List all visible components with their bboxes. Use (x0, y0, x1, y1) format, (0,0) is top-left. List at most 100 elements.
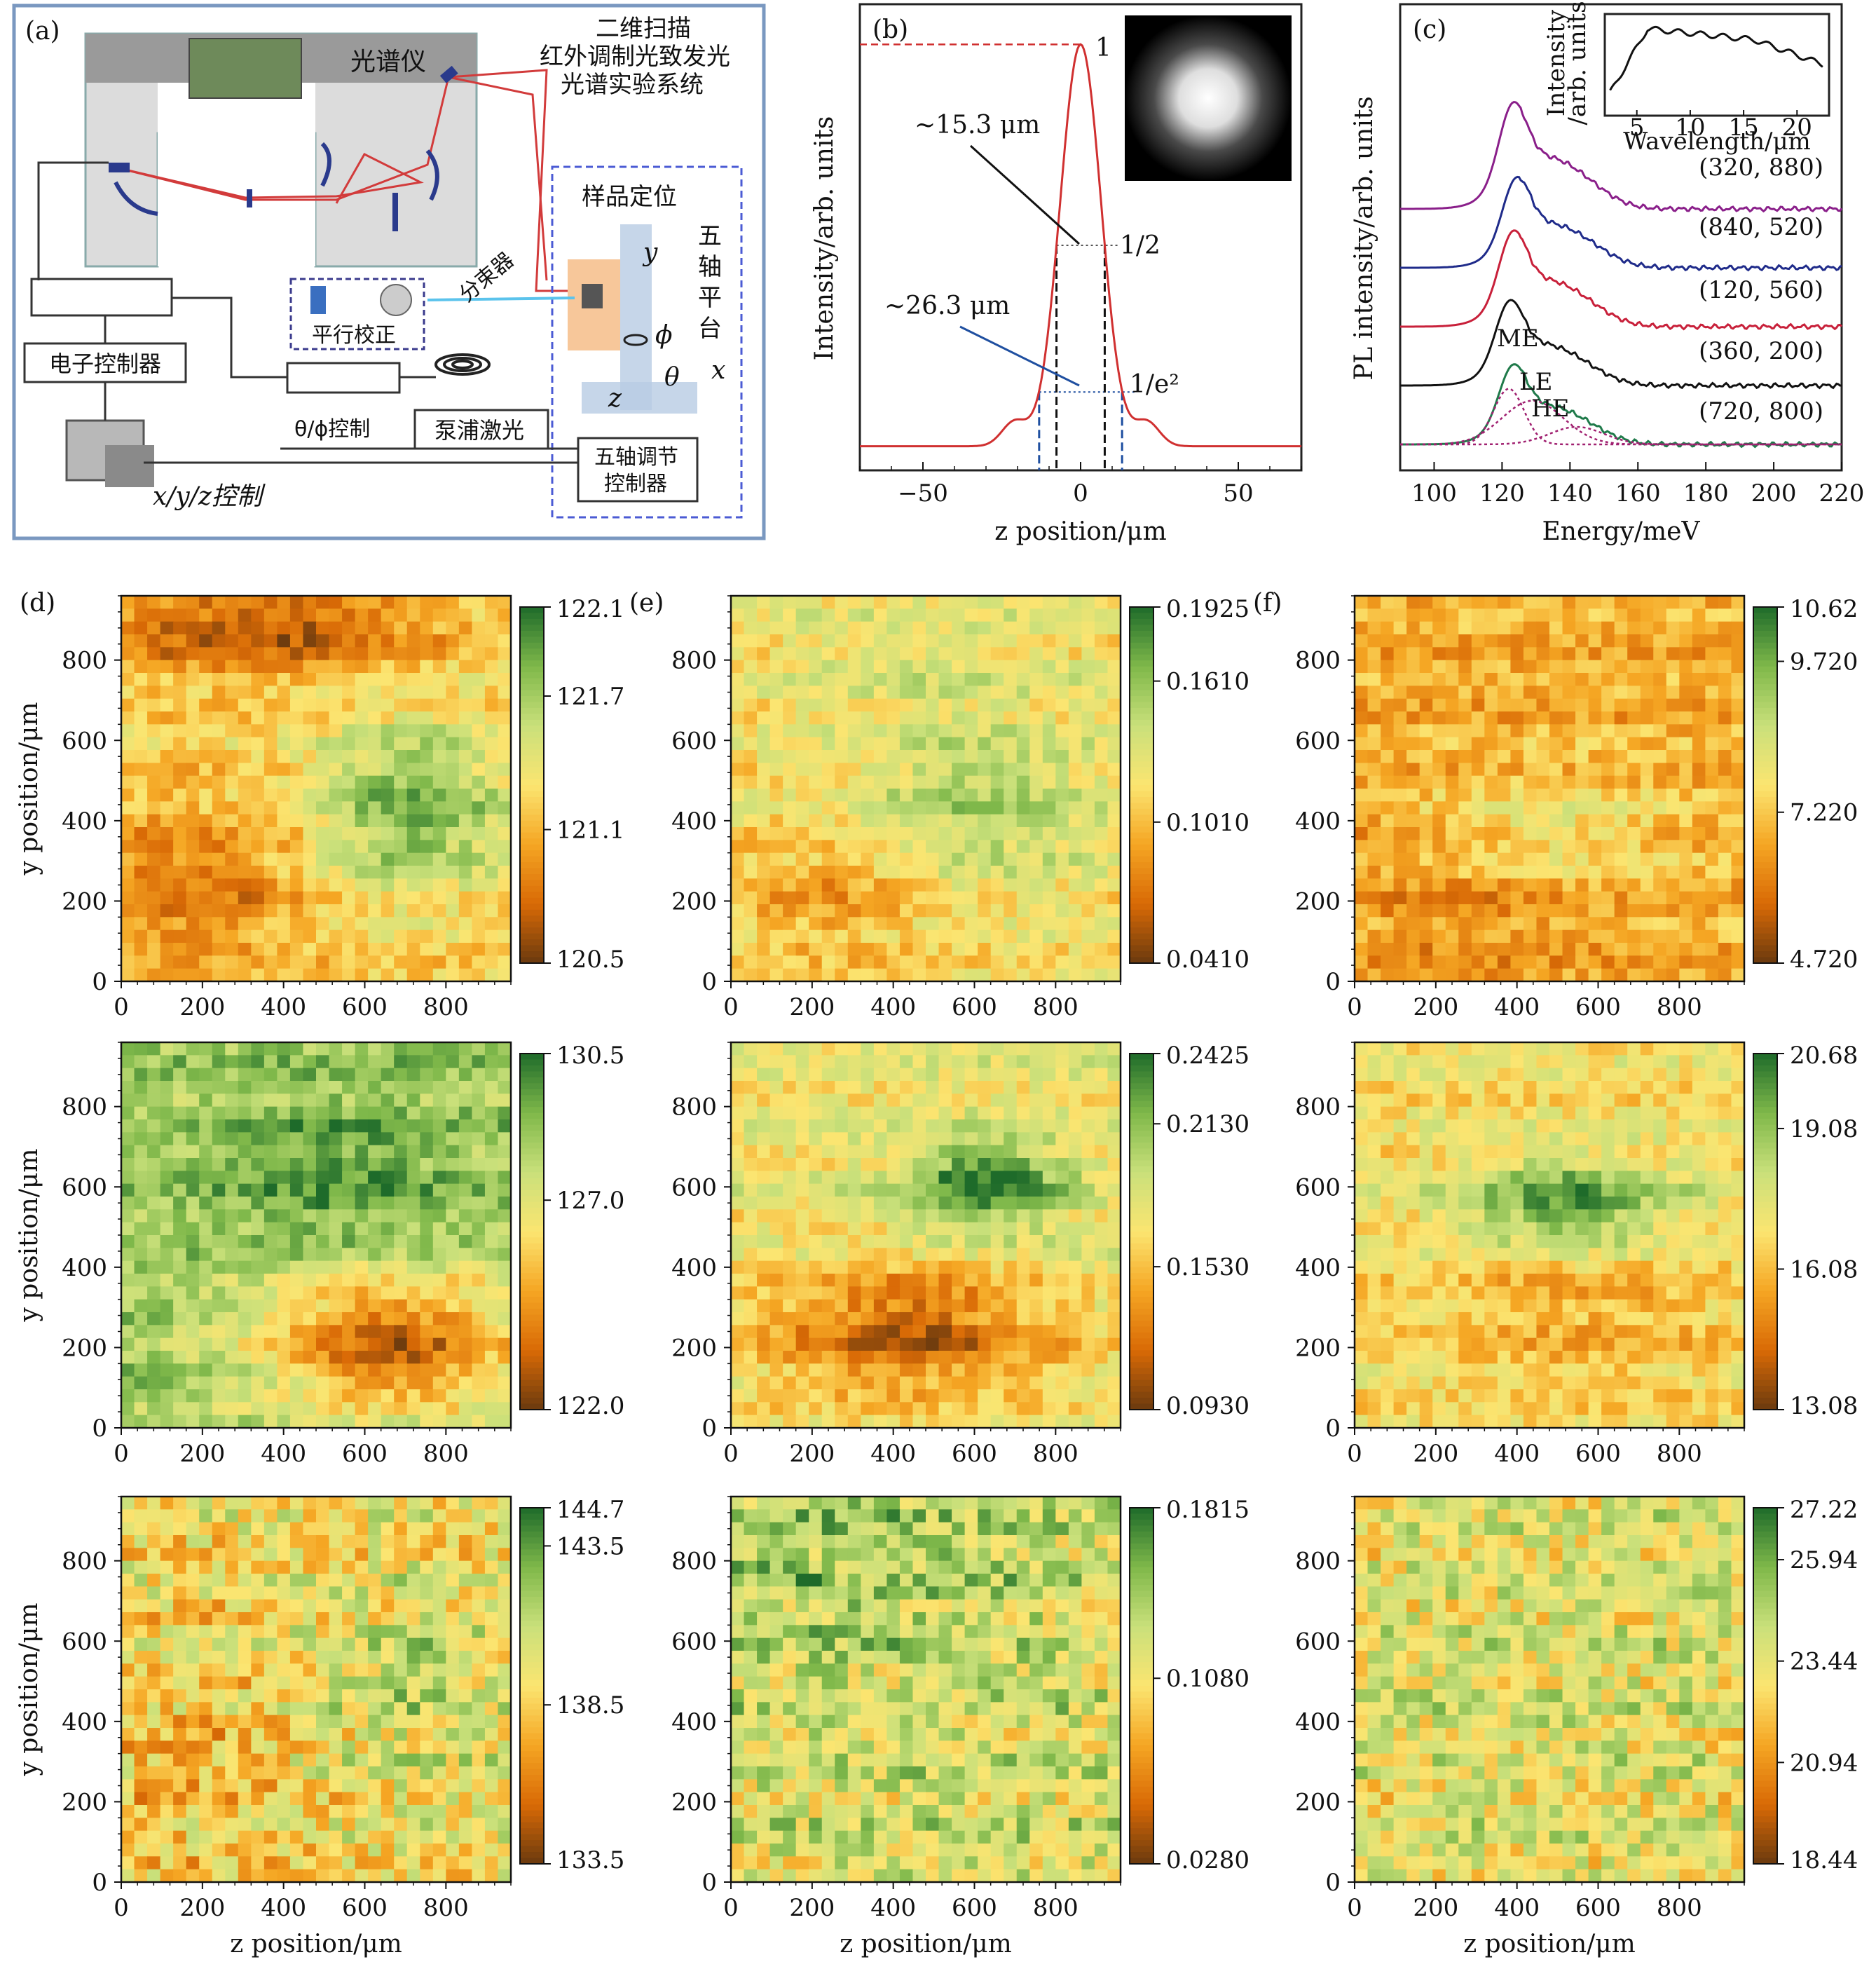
heatmap-cell (769, 1197, 783, 1210)
colorbar-segment (1130, 862, 1153, 869)
heatmap-cell (289, 634, 304, 648)
heatmap-cell (1445, 660, 1459, 674)
heatmap-cell (316, 1325, 330, 1339)
colorbar-segment (520, 1089, 544, 1096)
heatmap-cell (342, 775, 356, 789)
heatmap-cell (1705, 711, 1719, 725)
heatmap-cell (938, 852, 952, 866)
heatmap-cell (134, 1248, 148, 1262)
heatmap-cell (783, 1286, 797, 1300)
heatmap-cell (1471, 968, 1485, 982)
colorbar-segment (520, 1374, 544, 1381)
heatmap-cell (303, 1106, 317, 1120)
heatmap-cell (251, 955, 265, 969)
heatmap-cell (368, 968, 382, 982)
heatmap-cell (1355, 840, 1369, 854)
heatmap-cell (835, 750, 849, 763)
heatmap-cell (238, 840, 252, 854)
heatmap-cell (886, 1132, 901, 1146)
heatmap-cell (744, 1119, 758, 1133)
colorbar-segment (520, 613, 544, 620)
heatmap-cell (238, 1351, 252, 1364)
colorbar-segment (520, 1344, 544, 1351)
heatmap-cell (1042, 750, 1056, 763)
heatmap-cell (821, 647, 835, 661)
heatmap-cell (1029, 647, 1043, 661)
colorbar-segment (1753, 648, 1777, 655)
heatmap-cell (277, 1093, 291, 1108)
heatmap-cell (795, 968, 809, 982)
heatmap-cell (238, 698, 252, 712)
heatmap-cell (355, 596, 369, 609)
heatmap-cell (498, 1093, 512, 1108)
heatmap-cell (1510, 621, 1524, 635)
heatmap-cell (1094, 711, 1109, 725)
heatmap-cell (861, 943, 875, 956)
heatmap-cell (783, 801, 797, 815)
heatmap-cell (1068, 891, 1082, 905)
heatmap-cell (1094, 1158, 1109, 1171)
heatmap-cell (238, 763, 252, 777)
c-series-label: (720, 800) (1699, 397, 1823, 425)
heatmap-cell (1393, 634, 1407, 648)
heatmap-cell (1381, 763, 1395, 777)
heatmap-cell (238, 1068, 252, 1082)
heatmap-cell (277, 814, 291, 828)
heatmap-cell (316, 775, 330, 789)
heatmap-cell (1718, 866, 1732, 879)
heatmap-cell (809, 943, 823, 956)
stage-horizontal (582, 382, 697, 414)
heatmap-cell (952, 737, 966, 751)
heatmap-cell (1393, 711, 1407, 725)
heatmap-cell (1458, 673, 1472, 686)
heatmap-cell (795, 686, 809, 700)
heatmap-cell (1731, 852, 1745, 866)
heatmap-cell (381, 1274, 395, 1287)
heatmap-cell (316, 1183, 330, 1197)
heatmap-cell (1107, 647, 1121, 661)
heatmap-cell (381, 711, 395, 725)
heatmap-cell (406, 673, 420, 686)
heatmap-cell (978, 1055, 992, 1069)
heatmap-cell (952, 1274, 966, 1287)
heatmap-cell (134, 737, 148, 751)
inset-xtick-label: 20 (1782, 114, 1812, 142)
colorbar-segment (1753, 666, 1777, 673)
heatmap-cell (329, 789, 343, 802)
heatmap-cell (1042, 1081, 1056, 1094)
heatmap-cell (303, 1119, 317, 1133)
heatmap-cell (809, 1312, 823, 1326)
heatmap-cell (1016, 1209, 1030, 1223)
heatmap-cell (1614, 955, 1628, 969)
heatmap-cell (342, 1363, 356, 1377)
heatmap-cell (432, 968, 446, 982)
heatmap-cell (1575, 968, 1589, 982)
heatmap-cell (978, 1106, 992, 1120)
heatmap-cell (952, 1145, 966, 1159)
heatmap-cell (1497, 737, 1511, 751)
heatmap-cell (368, 775, 382, 789)
heatmap-cell (847, 1274, 861, 1287)
heatmap-cell (769, 968, 783, 982)
heatmap-cell (1679, 955, 1693, 969)
heatmap-cell (420, 1119, 434, 1133)
heatmap-cell (134, 1055, 148, 1069)
heatmap-cell (277, 621, 291, 635)
heatmap-cell (952, 943, 966, 956)
heatmap-cell (173, 1042, 187, 1056)
heatmap-cell (342, 866, 356, 879)
heatmap-cell (1588, 866, 1602, 879)
heatmap-cell (938, 840, 952, 854)
heatmap-cell (731, 1197, 745, 1210)
heatmap-cell (329, 608, 343, 622)
heatmap-cell (289, 1183, 304, 1197)
heatmap-cell (912, 1093, 926, 1108)
heatmap-cell (147, 711, 161, 725)
heatmap-cell (899, 1325, 914, 1339)
heatmap-cell (1718, 917, 1732, 931)
heatmap-cell (1640, 737, 1654, 751)
heatmap-cell (121, 1119, 135, 1133)
heatmap-cell (847, 1132, 861, 1146)
panel-c-ylabel: PL intensity/arb. units (1350, 96, 1378, 381)
heatmap-cell (432, 866, 446, 879)
